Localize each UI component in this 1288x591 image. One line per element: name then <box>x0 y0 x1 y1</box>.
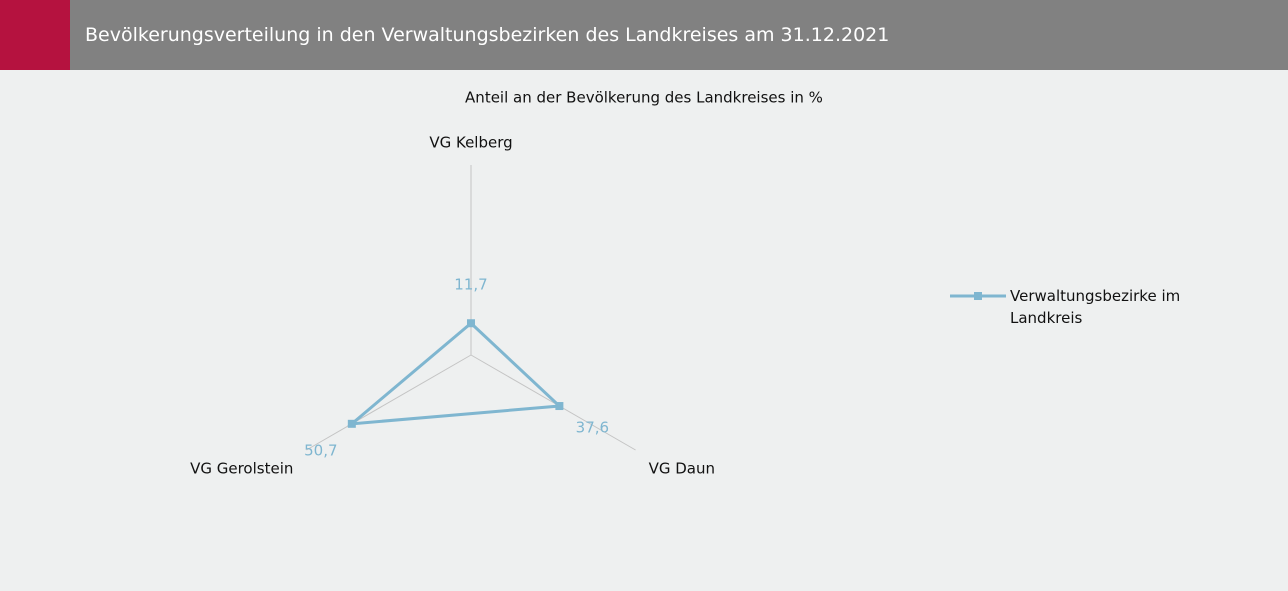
header-accent <box>0 0 70 70</box>
axis-label: VG Gerolstein <box>190 460 293 478</box>
header: Bevölkerungsverteilung in den Verwaltung… <box>0 0 1288 70</box>
legend-label: Verwaltungsbezirke im Landkreis <box>1010 287 1181 327</box>
value-label: 11,7 <box>454 276 487 294</box>
value-label: 37,6 <box>576 419 609 437</box>
value-label: 50,7 <box>304 441 337 459</box>
header-title: Bevölkerungsverteilung in den Verwaltung… <box>85 24 890 46</box>
point-marker <box>467 319 475 328</box>
axis-line <box>306 354 472 451</box>
axis-line <box>470 354 636 451</box>
point-marker <box>347 419 356 428</box>
axis-label: VG Kelberg <box>429 134 512 152</box>
chart-title: Anteil an der Bevölkerung des Landkreise… <box>465 89 823 107</box>
legend-marker <box>974 292 982 300</box>
point-marker <box>555 402 564 411</box>
series-line <box>347 321 563 426</box>
axis-label: VG Daun <box>649 460 715 478</box>
